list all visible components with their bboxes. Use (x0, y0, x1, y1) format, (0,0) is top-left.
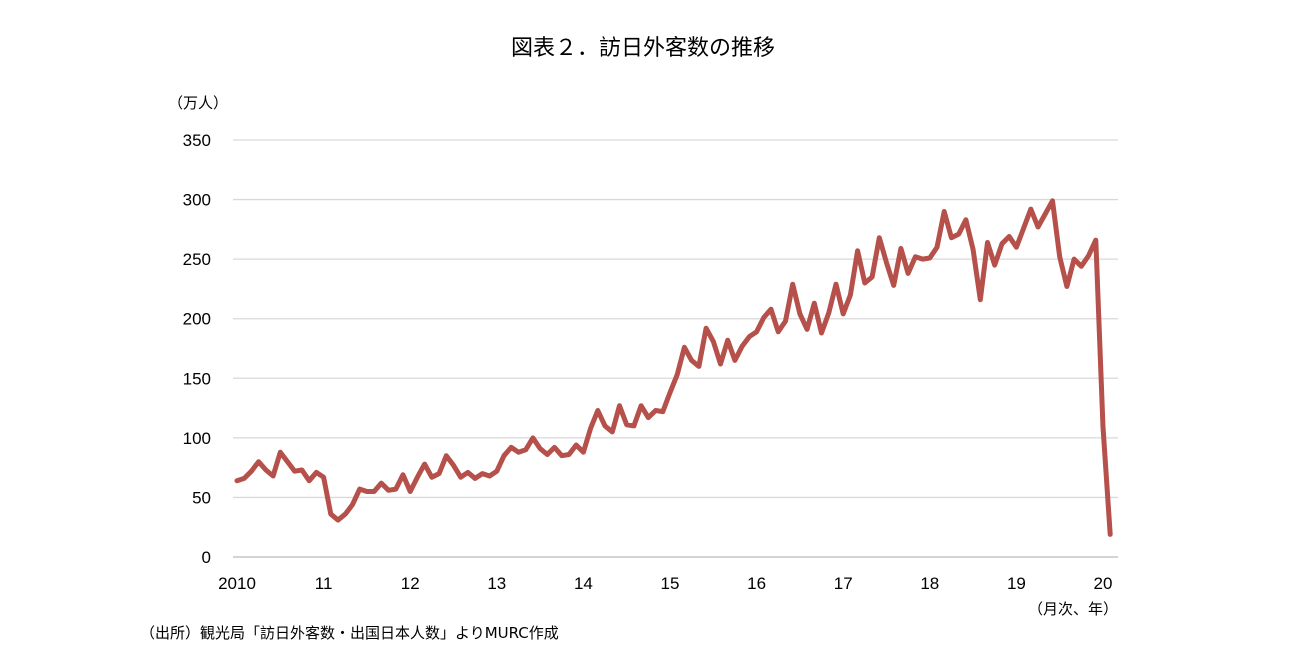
x-tick-label: 12 (401, 574, 420, 593)
y-tick-label: 300 (183, 191, 211, 210)
x-tick-label: 11 (315, 574, 333, 593)
y-tick-label: 50 (192, 488, 211, 507)
y-tick-label: 150 (183, 369, 211, 388)
x-tick-label: 13 (487, 574, 506, 593)
x-axis-unit-label: （月次、年） (1028, 600, 1118, 618)
x-tick-label: 2010 (218, 574, 256, 593)
x-tick-label: 18 (920, 574, 939, 593)
chart-title: 図表２．訪日外客数の推移 (511, 36, 775, 61)
y-tick-label: 200 (183, 310, 211, 329)
x-tick-label: 19 (1007, 574, 1026, 593)
y-axis-unit-label: （万人） (168, 94, 228, 112)
y-tick-label: 350 (183, 131, 211, 150)
series-line (234, 198, 1113, 537)
y-tick-label: 100 (183, 429, 211, 448)
x-tick-label: 14 (574, 574, 593, 593)
y-tick-label: 0 (202, 548, 211, 567)
source-note: （出所）観光局「訪日外客数・出国日本人数」よりMURC作成 (140, 624, 559, 642)
x-tick-label: 16 (747, 574, 766, 593)
x-tick-label: 20 (1094, 574, 1113, 593)
x-tick-label: 17 (834, 574, 853, 593)
y-tick-label: 250 (183, 250, 211, 269)
x-tick-label: 15 (661, 574, 680, 593)
